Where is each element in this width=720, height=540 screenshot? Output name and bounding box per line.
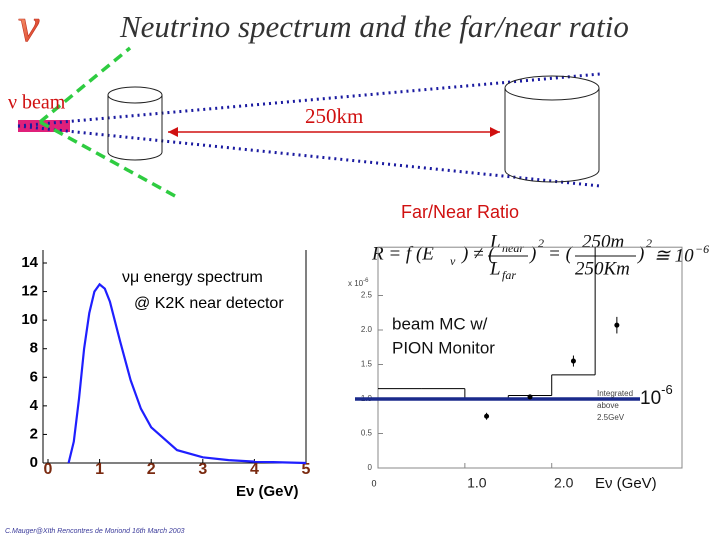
- x-tick-label: 2.0: [554, 475, 574, 491]
- y-multiplier-exp: -6: [363, 278, 369, 284]
- x-tick-label: 1.0: [467, 475, 487, 491]
- x-tick-label: 5: [302, 461, 311, 478]
- y-tick-label: 0: [30, 454, 38, 471]
- reference-label-base: 10: [640, 388, 661, 409]
- y-tick-label: 12: [21, 283, 38, 300]
- inset-note: 2.5GeV: [597, 413, 625, 422]
- x-axis-label: Eν (GeV): [595, 475, 657, 492]
- slide-title: Neutrino spectrum and the far/near ratio: [119, 9, 629, 44]
- formula-part: = (: [548, 243, 574, 264]
- annotation: νμ energy spectrum: [122, 269, 263, 286]
- data-point: [614, 322, 620, 328]
- data-point: [570, 358, 576, 364]
- annotation: PION Monitor: [392, 338, 495, 357]
- plot-frame: [377, 246, 683, 469]
- x-axis-label: Eν (GeV): [236, 483, 299, 500]
- y-tick-label: 0.5: [361, 429, 373, 438]
- y-tick-label: 0: [368, 463, 373, 472]
- x-tick-label: 0: [371, 478, 376, 488]
- formula-part: 2: [538, 236, 544, 250]
- data-point: [484, 413, 490, 419]
- formula-part: ): [637, 243, 644, 264]
- formula-part: L: [489, 258, 501, 279]
- x-tick-label: 3: [198, 461, 207, 478]
- annotation: beam MC w/: [392, 314, 488, 333]
- formula-part: ) ≠ (: [461, 243, 496, 264]
- beam-edge: [17, 72, 601, 128]
- reference-label: 10-6: [640, 382, 673, 409]
- formula-part: R = f (E: [371, 243, 434, 264]
- y-tick-label: 14: [21, 254, 38, 271]
- inset-note: Integrated: [597, 389, 633, 398]
- y-tick-label: 2: [30, 425, 38, 442]
- spectrum-line: [67, 282, 307, 465]
- beam-label: ν beam: [8, 92, 66, 114]
- x-tick-label: 1: [95, 461, 104, 478]
- y-tick-label: 8: [30, 340, 38, 357]
- formula-part: 2: [646, 236, 652, 250]
- y-multiplier: x 10-6: [348, 278, 369, 289]
- x-tick-label: 4: [250, 461, 259, 478]
- beam-edge: [17, 124, 601, 188]
- chart-title: Far/Near Ratio: [401, 202, 519, 222]
- formula-part: far: [502, 268, 516, 282]
- y-tick-label: 1.5: [361, 360, 373, 369]
- far-detector: [504, 75, 600, 183]
- cone-edge: [38, 46, 132, 124]
- annotation: @ K2K near detector: [134, 295, 284, 312]
- reference-label-exp: -6: [661, 382, 673, 397]
- near-detector: [107, 86, 163, 161]
- x-tick-label: 0: [44, 461, 53, 478]
- formula-part: −6: [695, 242, 709, 256]
- distance-label: 250km: [305, 104, 363, 128]
- formula-part: 250m: [582, 231, 624, 252]
- cone-edge: [39, 120, 176, 198]
- y-tick-label: 2.0: [361, 325, 373, 334]
- y-tick-label: 4: [30, 397, 39, 414]
- footer: C.Mauger@XIth Rencontres de Moriond 16th…: [5, 528, 185, 535]
- y-tick-label: 6: [30, 368, 38, 385]
- formula-part: near: [502, 241, 524, 255]
- data-point: [527, 394, 533, 400]
- formula-part: 250Km: [575, 258, 630, 279]
- logo: ν: [18, 0, 40, 52]
- formula-part: ≅ 10: [654, 245, 694, 266]
- formula-part: L: [489, 231, 501, 252]
- y-multiplier-text: x 10: [348, 279, 364, 288]
- formula-part: ): [529, 243, 536, 264]
- beam-diagram: ν beam 250km: [8, 46, 601, 198]
- inset-note: above: [597, 401, 619, 410]
- formula-part: ν: [450, 254, 456, 268]
- y-tick-label: 10: [21, 311, 38, 328]
- y-tick-label: 2.5: [361, 291, 373, 300]
- formula: R = f (E ν ) ≠ ( L near L far ) 2 = ( 25…: [371, 231, 709, 281]
- x-tick-label: 2: [147, 461, 156, 478]
